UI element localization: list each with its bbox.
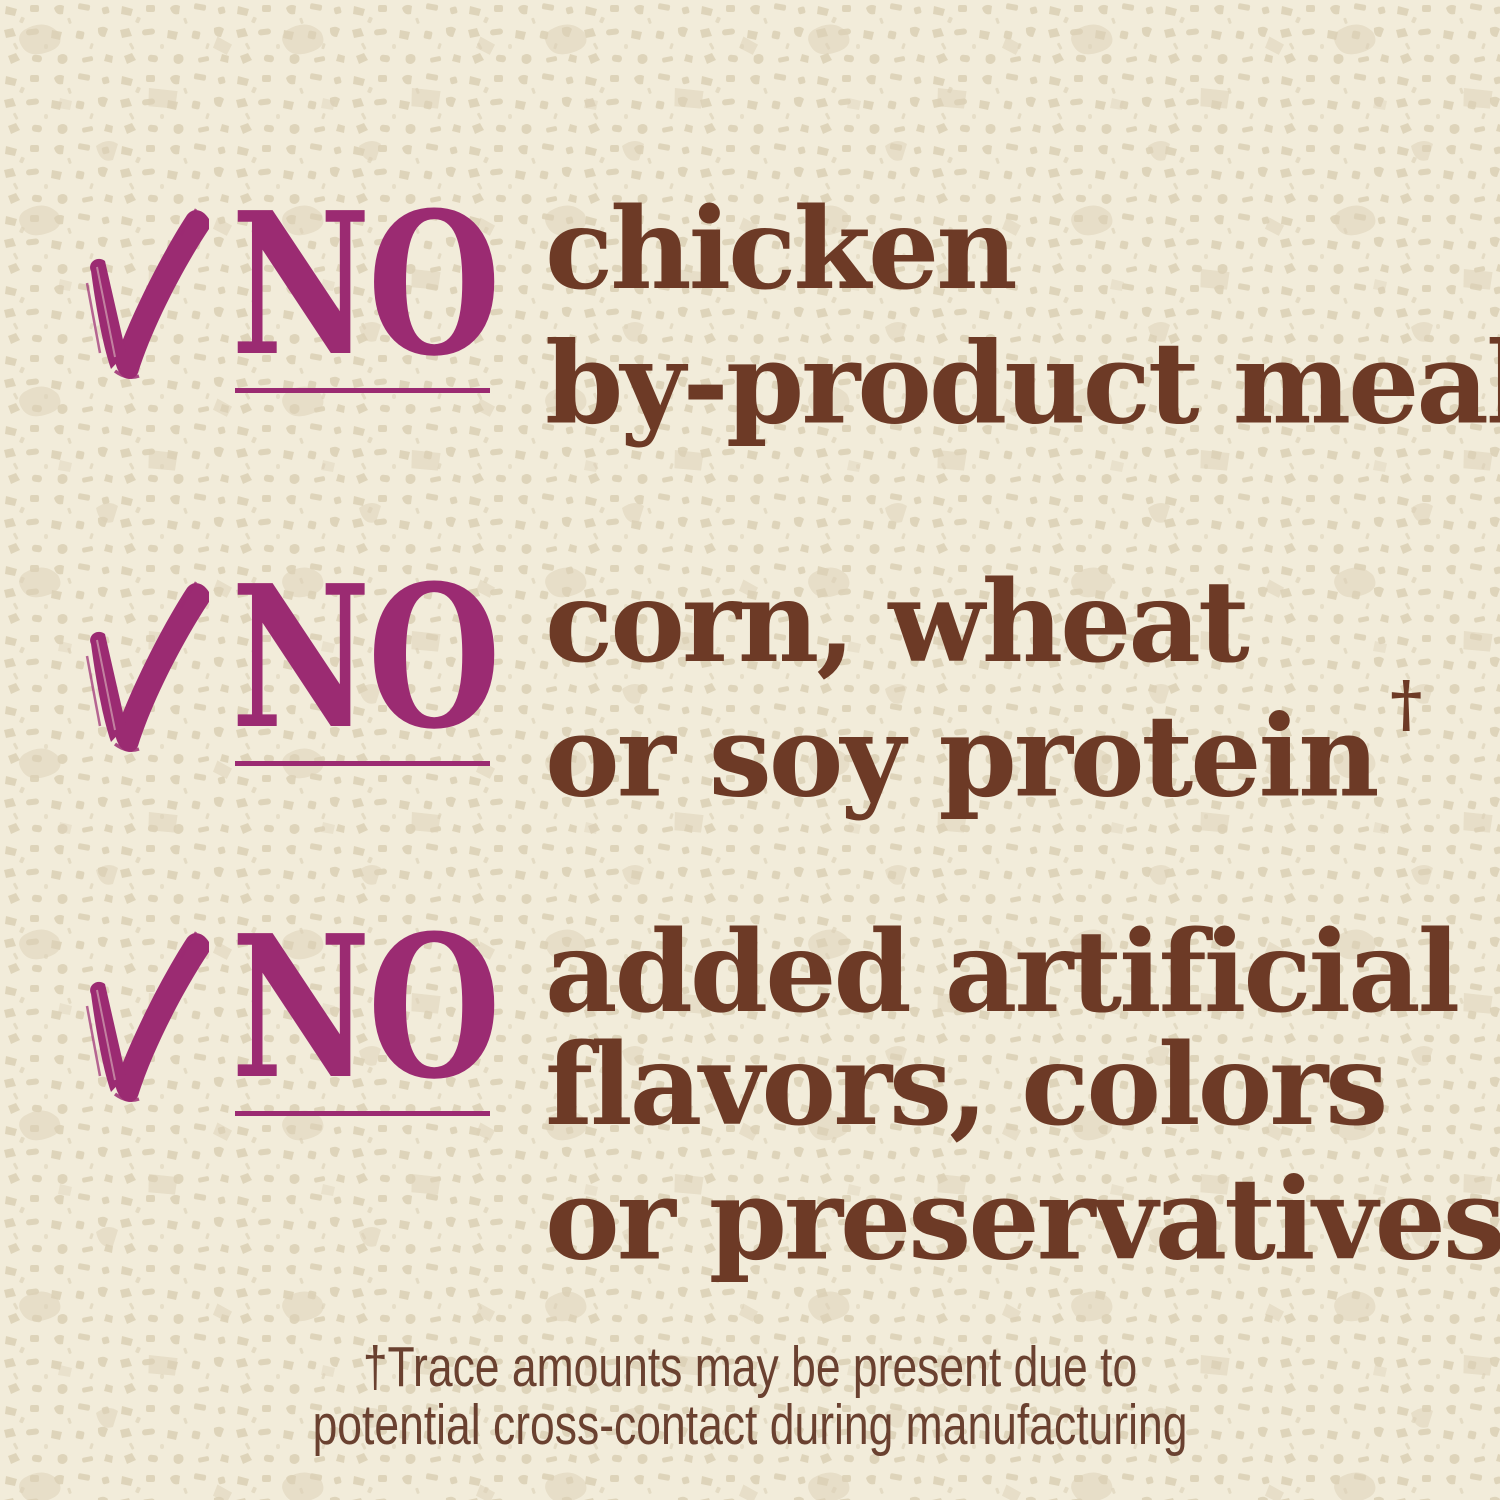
brush-checkmark-icon (85, 581, 209, 752)
claim-text-line: or preservatives† (545, 1154, 1500, 1286)
claim-text-line: corn, wheat (545, 557, 1250, 688)
claim-text-line: flavors, colors (545, 1020, 1388, 1151)
no-underline (235, 761, 490, 766)
claim-text-line: chicken (545, 184, 1018, 315)
footnote-line-1: †Trace amounts may be present due to (362, 1335, 1138, 1399)
brush-checkmark-icon (85, 208, 209, 379)
trace-amounts-footnote: †Trace amounts may be present due to pot… (165, 1338, 1335, 1454)
claim-row-no-artificial-additives: NO added artificial flavors, colors or p… (85, 908, 1500, 1276)
claim-text: chicken by-product meal† (545, 193, 1500, 440)
no-label: NO (231, 893, 501, 1123)
no-underline (235, 388, 490, 393)
no-label: NO (231, 170, 501, 400)
claim-row-no-corn-wheat-soy: NO corn, wheat or soy protein † (85, 558, 1485, 918)
brush-checkmark-icon (85, 931, 209, 1102)
claim-text: corn, wheat or soy protein † (545, 566, 1422, 813)
claim-text-line: added artificial (545, 907, 1460, 1038)
claim-text-line: by-product meal† (545, 318, 1500, 450)
dagger-symbol: † (1390, 666, 1423, 740)
claim-row-no-chicken-by-product: NO chicken by-product meal† (85, 185, 1500, 545)
no-underline (235, 1111, 490, 1116)
claim-text: added artificial flavors, colors or pres… (545, 916, 1500, 1276)
claim-text-line: or soy protein † (545, 666, 1423, 823)
footnote-line-2: potential cross-contact during manufactu… (312, 1393, 1188, 1457)
no-label: NO (231, 543, 501, 773)
